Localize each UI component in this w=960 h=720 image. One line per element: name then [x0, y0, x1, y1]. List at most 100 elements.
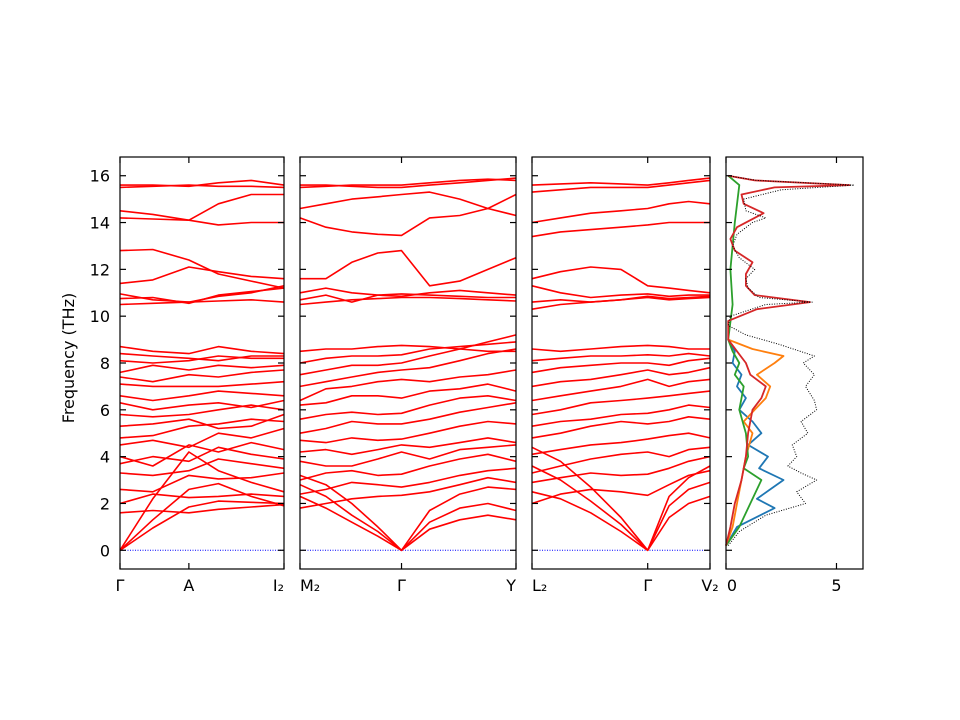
band-branch-16 — [299, 341, 517, 364]
x-tick-label: L₂ — [532, 576, 547, 595]
band-branch-14 — [299, 348, 517, 388]
band-branch-20 — [299, 287, 517, 298]
band-branch-21 — [119, 345, 285, 355]
band-branch-17 — [119, 369, 285, 383]
band-branch-13 — [531, 357, 711, 374]
band-branch-9 — [299, 420, 517, 444]
band-branch-4 — [119, 503, 285, 514]
band-branch-14 — [531, 352, 711, 362]
band-branch-22 — [299, 193, 517, 237]
band-branch-21 — [531, 200, 711, 224]
y-tick-label: 14 — [90, 214, 110, 233]
band-panels: 0 2 4 6 8 10 12 14 16 Γ A I₂ M₂ Γ Y L₂ Γ V₂ — [90, 156, 719, 595]
y-tick-label: 4 — [100, 448, 110, 467]
band-branch-14 — [119, 399, 285, 411]
x-tick-label: V₂ — [701, 576, 718, 595]
band-branch-20 — [119, 352, 284, 362]
band-branch-26 — [119, 248, 285, 289]
x-tick-label: Y — [505, 576, 516, 595]
band-branch-9 — [119, 441, 285, 467]
band-branch-10 — [299, 402, 517, 434]
panel-frame — [299, 156, 517, 570]
y-tick-label: 6 — [100, 401, 110, 420]
band-branch-22 — [531, 179, 711, 193]
band-branch-29 — [119, 184, 285, 189]
dos-x-tick-label: 5 — [831, 576, 841, 595]
y-tick-label: 0 — [100, 541, 110, 560]
band-branch-1 — [119, 500, 285, 551]
band-branch-30 — [120, 179, 285, 188]
band-branch-6 — [119, 472, 285, 493]
band-branch-3 — [119, 451, 285, 551]
dos-curve-3 — [725, 175, 763, 547]
band-branch-24 — [119, 285, 285, 303]
band-branch-8 — [531, 415, 711, 439]
band-branch-17 — [299, 344, 516, 353]
band-branch-1 — [531, 491, 711, 552]
dos-curve-5 — [727, 175, 855, 546]
x-tick-label: Γ — [397, 576, 406, 595]
band-branch-3 — [299, 474, 517, 552]
x-tick-label: Γ — [643, 576, 652, 595]
band-branch-10 — [119, 427, 285, 449]
band-branch-8 — [119, 446, 285, 465]
band-branch-5 — [531, 455, 711, 484]
band-branch-4 — [299, 476, 517, 509]
band-branch-18 — [531, 285, 710, 299]
band-branch-18 — [299, 296, 517, 306]
band-branch-5 — [299, 467, 517, 495]
band-branch-11 — [299, 394, 517, 420]
band-branch-28 — [119, 193, 284, 221]
dos-curve-4 — [725, 174, 851, 546]
band-branch-25 — [119, 266, 285, 285]
band-branch-11 — [119, 418, 285, 439]
band-branch-13 — [299, 369, 517, 402]
band-branch-12 — [299, 383, 517, 406]
band-branch-4 — [531, 469, 711, 505]
dos-curve-1 — [725, 339, 785, 547]
band-branch-19 — [299, 293, 516, 303]
band-branch-19 — [531, 266, 711, 294]
y-tick-label: 8 — [100, 354, 110, 373]
band-branch-19 — [119, 355, 284, 364]
x-tick-label: A — [183, 576, 194, 595]
y-tick-label: 12 — [90, 260, 110, 279]
band-branch-22 — [119, 298, 285, 306]
y-axis-title: Frequency (THz) — [59, 293, 78, 423]
x-tick-label: Γ — [116, 576, 125, 595]
band-branch-7 — [531, 432, 711, 456]
band-branch-6 — [531, 446, 711, 474]
band-branch-17 — [531, 295, 711, 303]
band-branch-27 — [119, 217, 284, 226]
band-branch-21 — [300, 249, 517, 287]
band-branch-13 — [119, 404, 285, 418]
y-tick-label: 10 — [90, 307, 110, 326]
band-branch-16 — [119, 380, 285, 388]
band-branch-11 — [531, 378, 711, 402]
band-branch-10 — [531, 390, 711, 416]
dos-x-tick-label: 0 — [727, 576, 737, 595]
dos-curve-2 — [725, 338, 785, 546]
band-branch-9 — [531, 404, 711, 427]
y-tick-label: 2 — [100, 494, 110, 513]
band-branch-15 — [119, 390, 285, 402]
x-tick-label: M₂ — [300, 576, 320, 595]
band-branch-12 — [119, 413, 285, 430]
band-branch-25 — [300, 177, 517, 189]
x-tick-label: I₂ — [273, 576, 284, 595]
y-tick-label: 16 — [90, 167, 110, 186]
band-branch-23 — [299, 191, 517, 217]
band-branch-7 — [299, 444, 517, 467]
band-panel-1: 0 2 4 6 8 10 12 14 16 Γ A I₂ — [90, 156, 285, 595]
band-branch-2 — [119, 482, 285, 551]
band-branch-5 — [119, 493, 285, 505]
band-branch-15 — [531, 344, 710, 353]
band-branch-18 — [119, 364, 285, 374]
band-branch-6 — [299, 453, 517, 481]
band-branch-20 — [531, 221, 710, 238]
band-branch-2 — [531, 465, 711, 552]
band-branch-7 — [119, 458, 285, 477]
band-branch-12 — [531, 366, 711, 388]
band-panel-3: L₂ Γ V₂ — [531, 156, 719, 595]
